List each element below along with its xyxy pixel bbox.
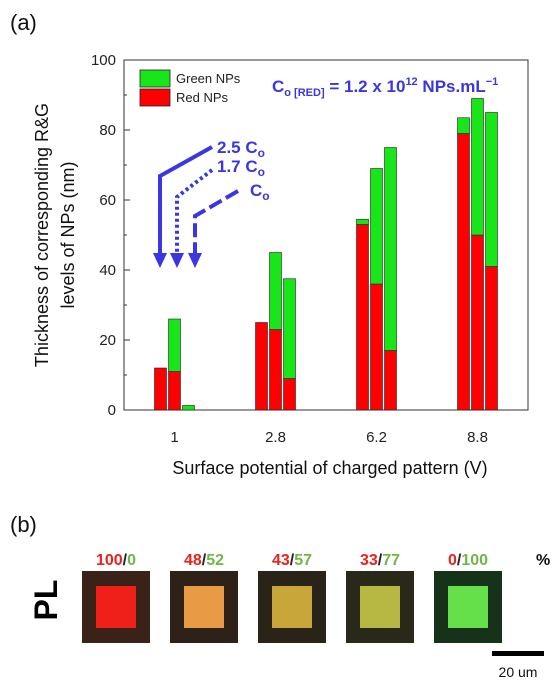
arrow-head-2	[170, 253, 184, 268]
arrow-head-1	[153, 253, 167, 268]
x-tick-label: 8.8	[467, 429, 488, 446]
bar-red-nps	[457, 133, 470, 411]
bar-green-nps	[168, 318, 181, 372]
legend: Green NPs Red NPs	[139, 69, 241, 107]
bar-green-nps	[182, 405, 195, 411]
panel-a-label: (a)	[10, 10, 37, 35]
y-axis-title-line2: levels of NPs (nm)	[58, 161, 78, 308]
bar-green-nps	[356, 218, 369, 225]
y-tick-label: 100	[91, 52, 116, 69]
arrow-dashed	[193, 189, 240, 258]
legend-swatch-green	[139, 69, 171, 88]
arrow-solid	[158, 145, 213, 258]
bar-red-nps	[154, 367, 167, 411]
bar-red-nps	[384, 350, 397, 411]
bar-green-nps	[269, 252, 282, 330]
pl-image-square	[184, 586, 224, 628]
bar-red-nps	[356, 224, 369, 411]
arrow-heads	[153, 253, 202, 268]
pl-image-square	[360, 586, 400, 628]
pl-image-square	[96, 586, 136, 628]
legend-label-green: Green NPs	[176, 71, 241, 86]
x-axis-title: Surface potential of charged pattern (V)	[172, 458, 487, 478]
legend-swatch-red	[139, 88, 171, 107]
scale-bar-label: 20 um	[499, 664, 538, 680]
pl-ratio-label: 43/57	[272, 552, 312, 569]
arrow-head-3	[188, 253, 202, 268]
scale-bar	[492, 651, 544, 656]
y-axis-ticks: 0 20 40 60 80 100	[91, 52, 130, 419]
bar-green-nps	[471, 98, 484, 236]
x-tick-label: 6.2	[366, 429, 387, 446]
bar-red-nps	[168, 371, 181, 411]
label-2.5co: 2.5 Co	[217, 138, 265, 160]
y-tick-label: 60	[99, 192, 116, 209]
x-tick-label: 1	[170, 429, 178, 446]
pl-label-group: PL	[28, 580, 64, 621]
bar-red-nps	[269, 329, 282, 411]
bar-green-nps	[485, 112, 498, 267]
y-tick-label: 20	[99, 332, 116, 349]
y-tick-label: 0	[108, 402, 116, 419]
bar-red-nps	[471, 234, 484, 411]
bar-green-nps	[370, 168, 383, 285]
pl-images: 100/0 48/52 43/57 33/77 0/100	[82, 552, 502, 643]
pl-ratio-label: 48/52	[184, 552, 224, 569]
bar-green-nps	[457, 117, 470, 134]
legend-label-red: Red NPs	[176, 90, 229, 105]
concentration-arrows	[158, 145, 240, 258]
pl-label: PL	[28, 580, 64, 621]
bar-red-nps	[370, 283, 383, 411]
y-axis-title-line1: Thickness of corresponding R&G	[32, 103, 52, 367]
bar-red-nps	[283, 378, 296, 411]
arrow-dotted	[175, 168, 214, 258]
bar-red-nps	[255, 322, 268, 411]
pl-ratio-label: 100/0	[96, 552, 136, 569]
bars	[154, 98, 498, 411]
label-co: Co	[250, 181, 270, 203]
pl-image-square	[272, 586, 312, 628]
bar-green-nps	[283, 278, 296, 379]
y-tick-label: 80	[99, 122, 116, 139]
y-tick-label: 40	[99, 262, 116, 279]
bar-red-nps	[485, 266, 498, 411]
x-tick-label: 2.8	[265, 429, 286, 446]
pl-ratio-label: 33/77	[360, 552, 400, 569]
concentration-annotation: Co [RED] = 1.2 x 1012 NPs.mL−1	[272, 76, 498, 99]
y-axis-title: Thickness of corresponding R&G levels of…	[32, 103, 78, 367]
pl-image-square	[448, 586, 488, 628]
label-1.7co: 1.7 Co	[217, 157, 265, 179]
bar-green-nps	[384, 147, 397, 351]
percent-sign: %	[536, 552, 550, 569]
panel-b-label: (b)	[10, 512, 37, 537]
pl-ratio-label: 0/100	[448, 552, 488, 569]
